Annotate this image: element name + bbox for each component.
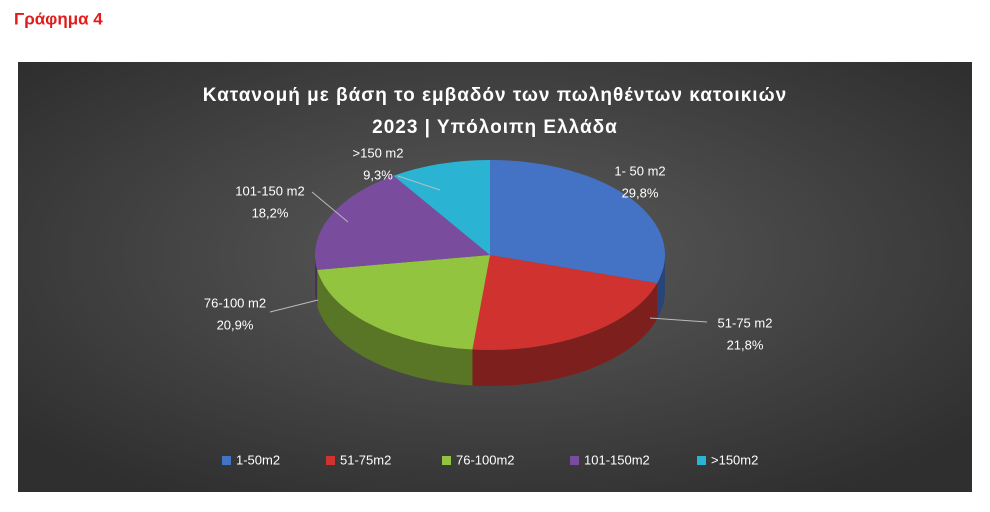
data-label-category: 1- 50 m2 <box>614 163 665 178</box>
legend-label: 101-150m2 <box>584 452 650 467</box>
slice-side <box>472 283 658 387</box>
data-label-value: 9,3% <box>363 167 393 182</box>
legend-swatch <box>222 456 231 465</box>
leader-line <box>397 175 441 191</box>
legend-swatch <box>697 456 706 465</box>
legend-swatch <box>570 456 579 465</box>
legend-swatch <box>326 456 335 465</box>
legend-label: >150m2 <box>711 452 758 467</box>
data-label-value: 20,9% <box>217 317 254 332</box>
data-label-category: >150 m2 <box>353 145 404 160</box>
slice <box>490 160 666 284</box>
data-label-category: 101-150 m2 <box>235 183 304 198</box>
legend-label: 76-100m2 <box>456 452 515 467</box>
legend-label: 51-75m2 <box>340 452 391 467</box>
slice <box>472 255 658 350</box>
slice-side <box>657 255 665 320</box>
leader-line <box>269 299 319 313</box>
heading: Γράφημα 4 <box>14 9 103 28</box>
slice-side <box>317 269 473 386</box>
data-label-category: 76-100 m2 <box>204 295 266 310</box>
legend-label: 1-50m2 <box>236 452 280 467</box>
data-label-value: 18,2% <box>252 205 289 220</box>
data-label-category: 51-75 m2 <box>718 315 773 330</box>
data-label-value: 29,8% <box>622 185 659 200</box>
slice-side <box>315 255 318 306</box>
legend-swatch <box>442 456 451 465</box>
chart-title: Κατανομή με βάση το εμβαδόν των πωληθέντ… <box>203 85 787 106</box>
leader-line <box>311 191 349 223</box>
slice <box>315 175 490 270</box>
slice <box>317 255 490 350</box>
slice <box>393 160 490 255</box>
leader-line <box>649 317 708 323</box>
data-label-value: 21,8% <box>727 337 764 352</box>
chart-title: 2023 | Υπόλοιπη Ελλάδα <box>372 117 618 138</box>
